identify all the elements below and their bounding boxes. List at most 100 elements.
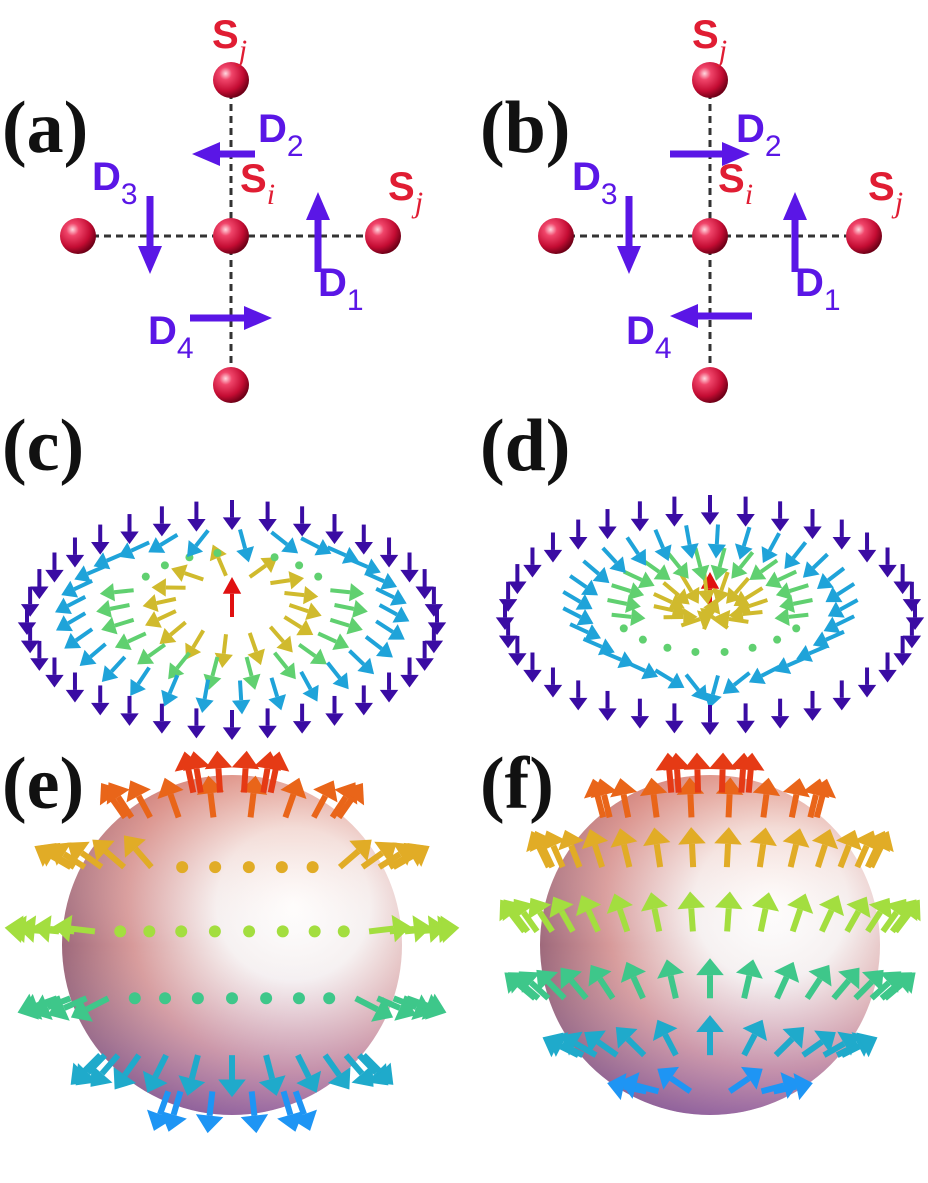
spin-arrow: [809, 778, 837, 819]
spin-arrow: [611, 582, 645, 600]
spin-arrow: [639, 777, 668, 818]
spin-arrow: [774, 607, 809, 627]
spin-arrow: [258, 501, 277, 532]
spin-arrow: [528, 897, 555, 934]
label-d1: D1: [795, 261, 841, 317]
spin-arrow: [620, 961, 646, 1000]
spin-arrow: [258, 1054, 286, 1096]
label-sj-top: Sj: [212, 13, 247, 67]
spin-arrow: [91, 524, 110, 555]
spin-arrow: [152, 506, 172, 537]
panel-f-label: (f): [480, 743, 554, 825]
spin-arrow: [643, 827, 671, 868]
sphere-f-tint: [540, 775, 880, 1115]
skyrmion-arrow-field-d: [495, 495, 925, 735]
spin-arrow: [268, 625, 293, 653]
atom-right: [846, 218, 882, 254]
panel-d-label: (d): [480, 405, 570, 487]
spin-arrow: [204, 750, 233, 793]
spin-arrow: [375, 586, 407, 606]
spin-arrow-endon: [114, 925, 127, 938]
spin-arrow: [615, 1026, 647, 1058]
spin-arrow: [707, 524, 726, 559]
spin-arrow-endon: [143, 925, 156, 938]
spin-arrow: [751, 892, 780, 933]
spin-arrow: [195, 679, 214, 714]
spin-arrow-endon: [160, 561, 169, 570]
spin-arrow: [630, 501, 650, 532]
spin-arrow: [543, 532, 563, 563]
spin-arrow: [222, 577, 242, 617]
spin-arrow: [584, 1030, 619, 1058]
spin-arrow: [857, 667, 877, 698]
spin-arrow: [508, 635, 527, 666]
spin-arrow-endon: [663, 643, 672, 652]
spin-arrow: [853, 969, 884, 1001]
spin-arrow: [558, 829, 584, 869]
spin-arrow: [270, 571, 305, 590]
spin-arrow: [812, 629, 845, 649]
spin-arrow: [893, 899, 921, 934]
spin-arrow: [284, 585, 319, 605]
spin-arrow: [581, 829, 609, 869]
spin-arrow: [137, 643, 167, 665]
spin-arrow: [101, 655, 127, 683]
spin-arrow: [48, 995, 88, 1021]
spin-arrow: [142, 1053, 169, 1093]
spin-arrow: [299, 670, 319, 702]
spin-arrow: [348, 649, 375, 675]
spin-arrow: [549, 896, 576, 933]
spin-arrow-endon: [208, 925, 221, 938]
spin-arrow: [823, 614, 856, 634]
spin-arrow: [700, 495, 720, 525]
spin-arrow: [242, 656, 261, 690]
spin-arrow: [678, 827, 706, 868]
spin-arrow-endon: [292, 992, 305, 1005]
spin-arrow: [508, 564, 527, 595]
spin-arrow: [543, 667, 563, 698]
spin-arrow: [832, 680, 851, 711]
spin-arrow: [727, 1066, 763, 1094]
spin-arrow: [736, 496, 755, 527]
spin-arrow: [523, 652, 542, 683]
spin-arrow: [329, 616, 363, 635]
dmi-vector-d3: [138, 196, 162, 274]
spin-arrow: [178, 1054, 206, 1096]
spin-arrow: [752, 777, 781, 818]
spin-arrow: [236, 528, 255, 563]
spin-arrow: [123, 835, 154, 870]
spin-arrow: [365, 571, 398, 590]
spin-arrow: [770, 698, 790, 729]
spin-arrow: [325, 661, 349, 690]
spin-arrow: [536, 969, 567, 1001]
label-d3: D3: [572, 155, 618, 211]
spin-arrow: [70, 995, 110, 1022]
spin-arrow: [677, 891, 706, 932]
spin-arrow: [749, 827, 777, 868]
spin-arrow: [417, 915, 460, 944]
spin-arrow: [336, 782, 365, 820]
spin-arrow: [240, 1091, 269, 1134]
label-d4: D4: [148, 309, 194, 365]
spin-arrow: [90, 1053, 121, 1087]
spin-arrow: [292, 703, 312, 734]
spin-arrow: [130, 666, 151, 696]
spin-arrow-endon: [308, 925, 321, 938]
spin-arrow: [325, 695, 344, 726]
spin-arrow: [765, 569, 798, 589]
dmi-vector-d2: [192, 142, 255, 166]
spin-arrow: [773, 1026, 805, 1058]
spin-arrow: [619, 1072, 660, 1099]
spin-arrow: [700, 705, 720, 735]
atom-bottom: [213, 367, 249, 403]
spin-arrow: [684, 673, 708, 702]
spin-arrow: [652, 1019, 679, 1057]
spin-arrow: [291, 1090, 317, 1131]
spin-arrow: [733, 586, 764, 607]
spin-arrow-endon: [276, 925, 289, 938]
spin-arrow: [902, 581, 922, 612]
panel-d: (d): [480, 405, 925, 735]
spin-arrow: [731, 550, 755, 579]
spin-arrow: [270, 530, 299, 554]
spin-arrow: [142, 594, 177, 613]
